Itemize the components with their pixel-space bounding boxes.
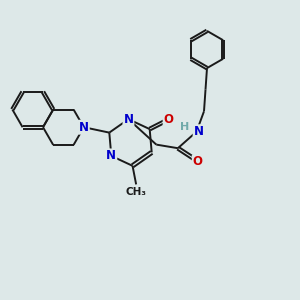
- Text: N: N: [124, 113, 134, 126]
- Text: H: H: [181, 122, 190, 132]
- Text: O: O: [193, 155, 203, 169]
- Text: N: N: [194, 125, 204, 138]
- Text: CH₃: CH₃: [126, 188, 147, 197]
- Text: N: N: [106, 149, 116, 162]
- Text: N: N: [79, 121, 89, 134]
- Text: O: O: [164, 113, 174, 126]
